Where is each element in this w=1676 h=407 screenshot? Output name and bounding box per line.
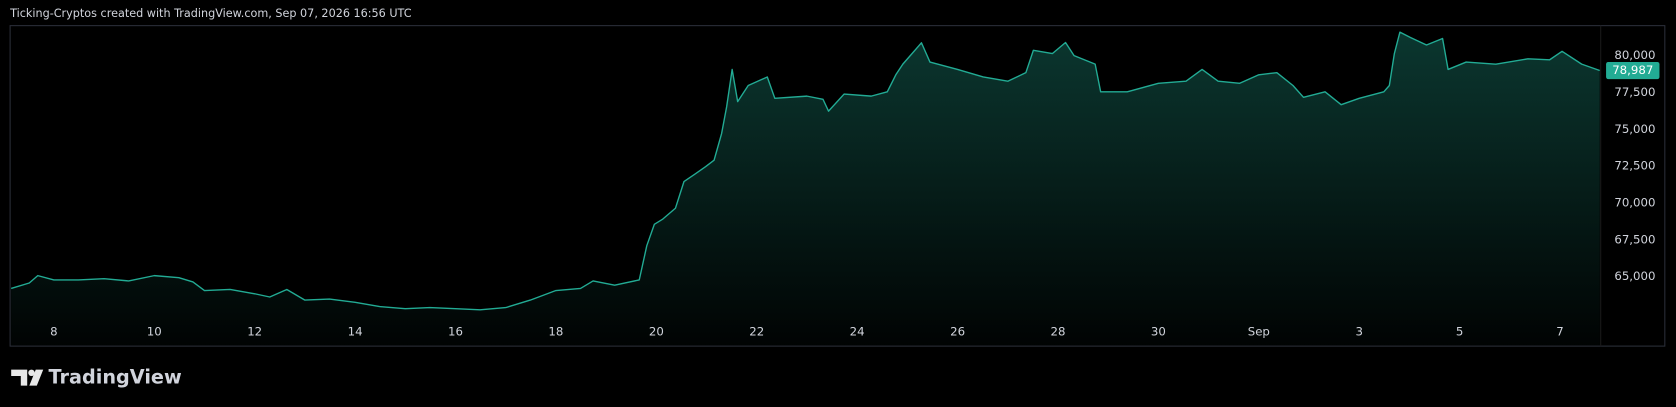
x-tick-label: 5	[1456, 325, 1463, 339]
y-tick-label: 80,000	[1614, 48, 1655, 62]
chart-frame	[9, 25, 1666, 347]
logo-dot	[28, 369, 35, 377]
logo-icon-slash	[29, 369, 44, 386]
x-tick-label: Sep	[1248, 325, 1270, 339]
x-tick-label: 22	[749, 325, 764, 339]
y-tick-label: 67,500	[1614, 232, 1655, 246]
y-tick-label: 75,000	[1614, 122, 1655, 136]
brand-name: TradingView	[49, 366, 182, 389]
x-tick-label: 28	[1051, 325, 1066, 339]
x-tick-label: 10	[147, 325, 162, 339]
chart-title: Ticking-Cryptos created with TradingView…	[9, 7, 412, 20]
x-tick-label: 3	[1355, 325, 1362, 339]
x-tick-label: 14	[348, 325, 363, 339]
x-tick-label: 24	[850, 325, 865, 339]
brand-logo: TradingView	[11, 366, 182, 389]
x-tick-label: 18	[548, 325, 563, 339]
area-fill	[11, 32, 1600, 346]
y-tick-label: 72,500	[1614, 159, 1655, 173]
x-tick-label: 8	[50, 325, 57, 339]
x-tick-label: 20	[649, 325, 664, 339]
logo-icon	[11, 369, 28, 386]
y-tick-label: 70,000	[1614, 195, 1655, 209]
last-price-tag	[1606, 61, 1660, 80]
last-price-label: 78,987	[1612, 63, 1653, 77]
y-tick-label: 65,000	[1614, 269, 1655, 283]
plot-area	[10, 31, 1600, 346]
x-tick-label: 26	[950, 325, 965, 339]
x-tick-label: 16	[448, 325, 463, 339]
y-tick-label: 77,500	[1614, 85, 1655, 99]
x-tick-label: 30	[1151, 325, 1166, 339]
x-tick-label: 7	[1556, 325, 1563, 339]
x-tick-label: 12	[247, 325, 262, 339]
price-line	[10, 31, 1600, 311]
